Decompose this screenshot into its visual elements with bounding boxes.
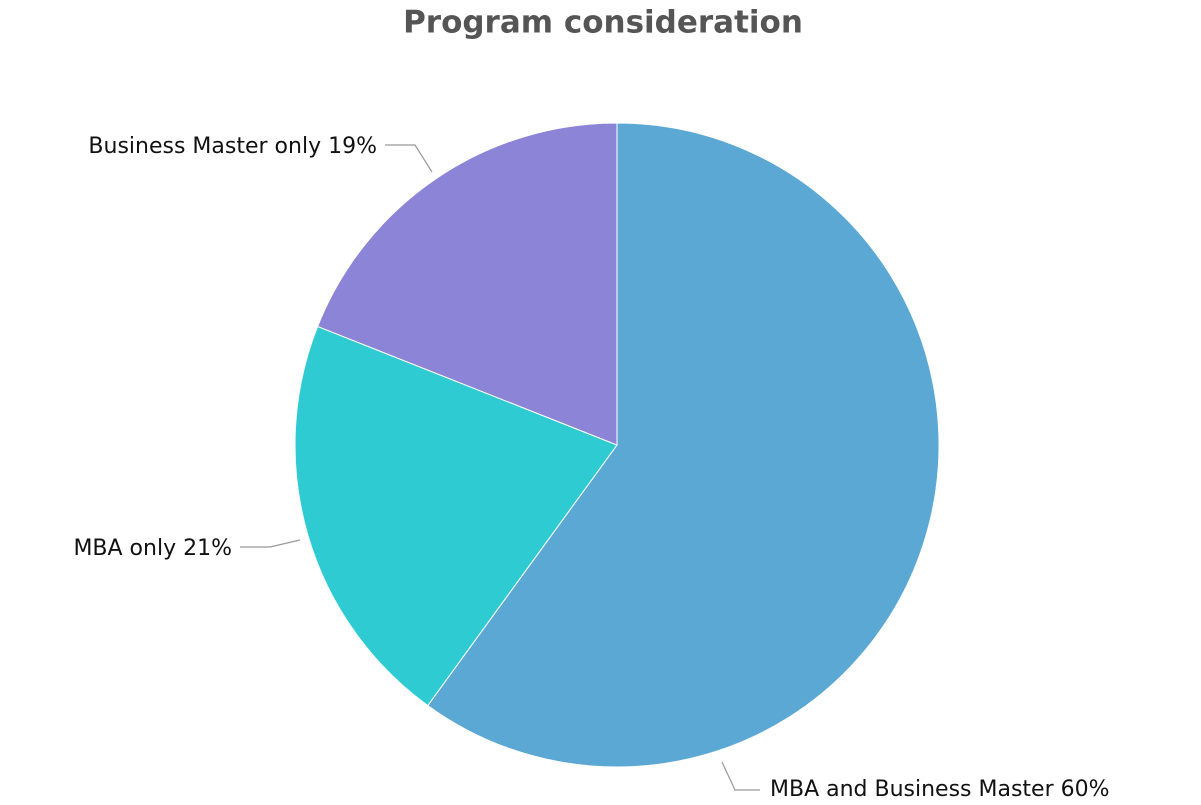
chart-title: Program consideration <box>403 5 803 41</box>
label-value: 21% <box>183 536 232 561</box>
pie-slice <box>294 325 618 707</box>
label-connector <box>721 761 760 791</box>
label-connector <box>385 144 433 173</box>
pie-slice <box>427 122 940 768</box>
label-value: 60% <box>1061 777 1110 802</box>
label-category: MBA only <box>73 536 176 561</box>
data-label: MBA only 21% <box>73 536 232 561</box>
label-connector <box>240 539 301 548</box>
label-value: 19% <box>328 134 377 159</box>
label-category: Business Master only <box>88 134 321 159</box>
pie-slice <box>316 122 618 446</box>
data-label: MBA and Business Master 60% <box>770 777 1110 802</box>
label-category: MBA and Business Master <box>770 777 1055 802</box>
data-label: Business Master only 19% <box>88 134 377 159</box>
